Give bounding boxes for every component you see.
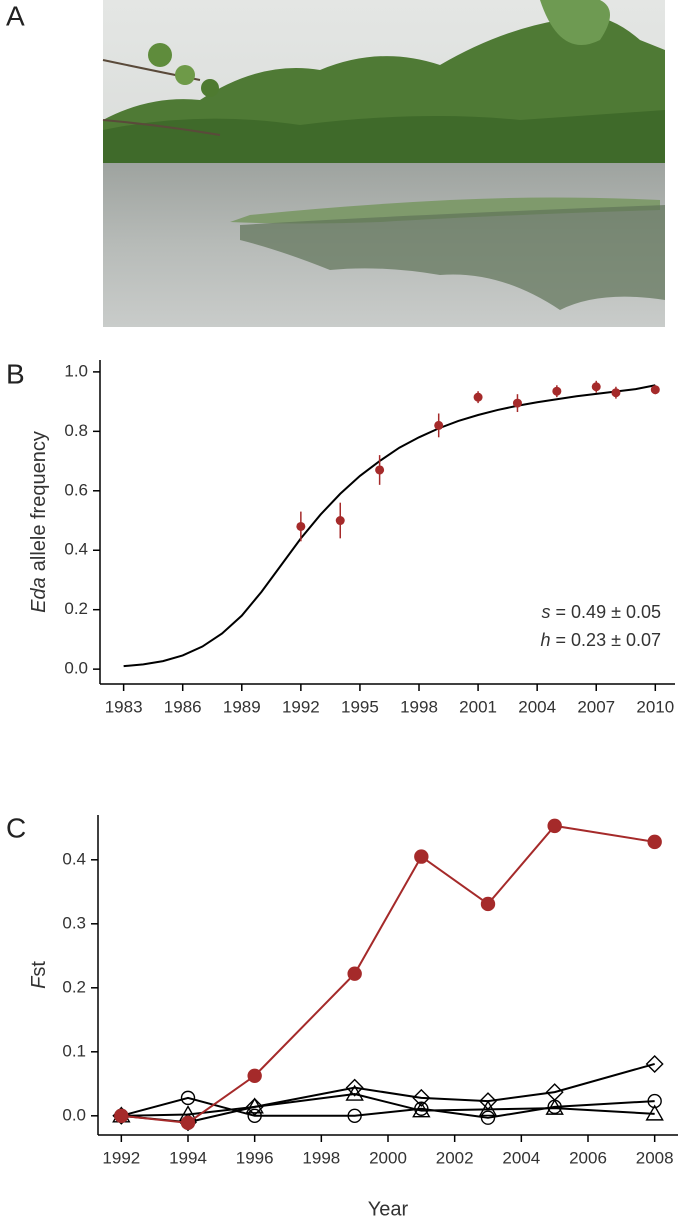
- x-tick-label: 2008: [636, 1148, 674, 1167]
- marker: [245, 1097, 264, 1114]
- marker: [347, 1108, 362, 1124]
- marker: [414, 849, 429, 864]
- y-tick-label: 0.2: [64, 599, 88, 618]
- marker: [347, 966, 362, 981]
- x-tick-label: 1992: [102, 1148, 140, 1167]
- y-tick-label: 0.1: [62, 1041, 86, 1060]
- data-point: [552, 386, 562, 396]
- series-line: [121, 824, 655, 1124]
- marker: [114, 1108, 129, 1124]
- panel-label: C: [6, 812, 26, 843]
- annotation-symbol: s: [542, 602, 551, 622]
- marker: [412, 1088, 431, 1107]
- x-tick-label: 1983: [105, 697, 143, 716]
- x-tick-label: 1989: [223, 697, 261, 716]
- marker: [247, 1068, 262, 1084]
- x-tick-label: 2007: [577, 697, 615, 716]
- data-point: [591, 382, 601, 392]
- y-tick-label: 0.4: [62, 849, 86, 868]
- x-tick-label: 2001: [459, 697, 497, 716]
- y-label-italic: Eda: [28, 577, 50, 613]
- series-line: [121, 1093, 655, 1117]
- y-axis-label: Eda allele frequency: [28, 431, 50, 613]
- data-point: [512, 398, 522, 408]
- data-point: [650, 385, 660, 395]
- fit-curve: [123, 384, 656, 668]
- y-tick-label: 0.0: [64, 659, 88, 678]
- panel-label: B: [6, 358, 25, 389]
- marker: [545, 1098, 564, 1115]
- marker: [247, 1108, 262, 1124]
- x-tick-label: 1986: [164, 697, 202, 716]
- marker: [412, 1101, 431, 1118]
- marker: [345, 1078, 364, 1097]
- annotation-text: = 0.49 ± 0.05: [556, 602, 661, 622]
- y-tick-label: 0.6: [64, 480, 88, 499]
- marker: [647, 834, 662, 850]
- panel-label: A: [6, 0, 25, 31]
- y-tick-label: 0.8: [64, 421, 88, 440]
- marker: [647, 1093, 662, 1109]
- y-tick-label: 1.0: [64, 361, 88, 380]
- data-point: [375, 465, 385, 475]
- x-tick-label: 1998: [302, 1148, 340, 1167]
- data-point: [434, 420, 444, 430]
- series-line: [121, 1062, 655, 1124]
- y-axis-label: Fst: [28, 961, 50, 989]
- annotation: s = 0.49 ± 0.05: [542, 602, 661, 622]
- marker: [645, 1104, 664, 1121]
- x-tick-label: 1995: [341, 697, 379, 716]
- data-point: [335, 516, 345, 526]
- marker: [480, 896, 496, 912]
- y-label-text: st: [28, 961, 50, 977]
- marker: [547, 818, 562, 834]
- marker: [645, 1054, 664, 1073]
- marker: [180, 1090, 196, 1106]
- x-tick-label: 2006: [569, 1148, 607, 1167]
- x-tick-label: 1994: [169, 1148, 207, 1167]
- x-tick-label: 1998: [400, 697, 438, 716]
- annotation-symbol: h: [541, 630, 551, 650]
- y-tick-label: 0.2: [62, 977, 86, 996]
- x-tick-label: 2004: [502, 1148, 540, 1167]
- y-label-text: allele frequency: [28, 431, 50, 571]
- marker: [480, 1110, 496, 1125]
- y-tick-label: 0.4: [64, 540, 88, 559]
- marker: [180, 1115, 196, 1131]
- x-tick-label: 2002: [436, 1148, 474, 1167]
- y-label-italic: F: [28, 975, 50, 989]
- series-line: [121, 1096, 655, 1119]
- y-tick-label: 0.3: [62, 913, 86, 932]
- x-tick-label: 2004: [518, 697, 556, 716]
- photo: [102, 0, 665, 327]
- annotation-text: = 0.23 ± 0.07: [556, 630, 661, 650]
- x-tick-label: 1992: [282, 697, 320, 716]
- x-tick-label: 2010: [636, 697, 674, 716]
- data-point: [473, 392, 483, 402]
- marker: [345, 1084, 364, 1101]
- marker: [478, 1099, 498, 1117]
- data-point: [611, 388, 621, 398]
- data-point: [296, 521, 306, 531]
- x-tick-label: 1996: [236, 1148, 274, 1167]
- x-axis-label: Year: [368, 1198, 409, 1220]
- y-tick-label: 0.0: [62, 1105, 86, 1124]
- x-tick-label: 2000: [369, 1148, 407, 1167]
- annotation: h = 0.23 ± 0.07: [541, 630, 661, 650]
